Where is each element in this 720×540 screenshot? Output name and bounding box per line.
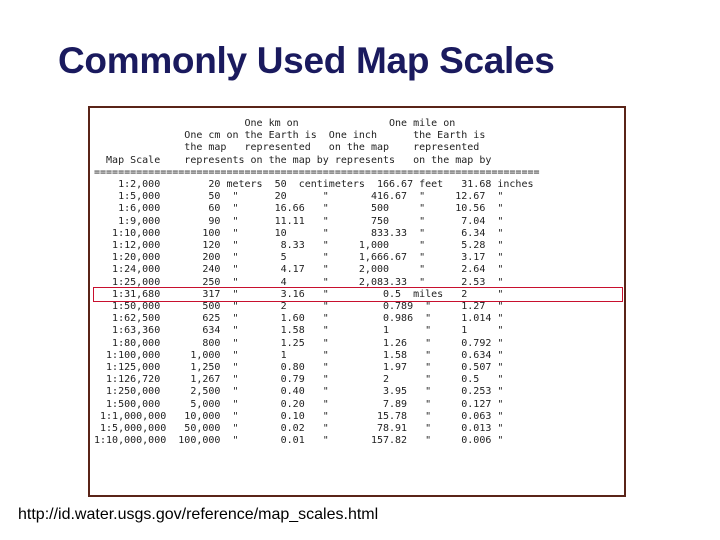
highlighted-row-box-1-24000: [93, 287, 623, 302]
slide-title: Commonly Used Map Scales: [58, 40, 555, 81]
source-link[interactable]: http://id.water.usgs.gov/reference/map_s…: [18, 506, 379, 523]
map-scales-table-image: One km on One mile on One cm on the Eart…: [88, 106, 626, 497]
map-scales-table-text: One km on One mile on One cm on the Eart…: [94, 118, 540, 447]
